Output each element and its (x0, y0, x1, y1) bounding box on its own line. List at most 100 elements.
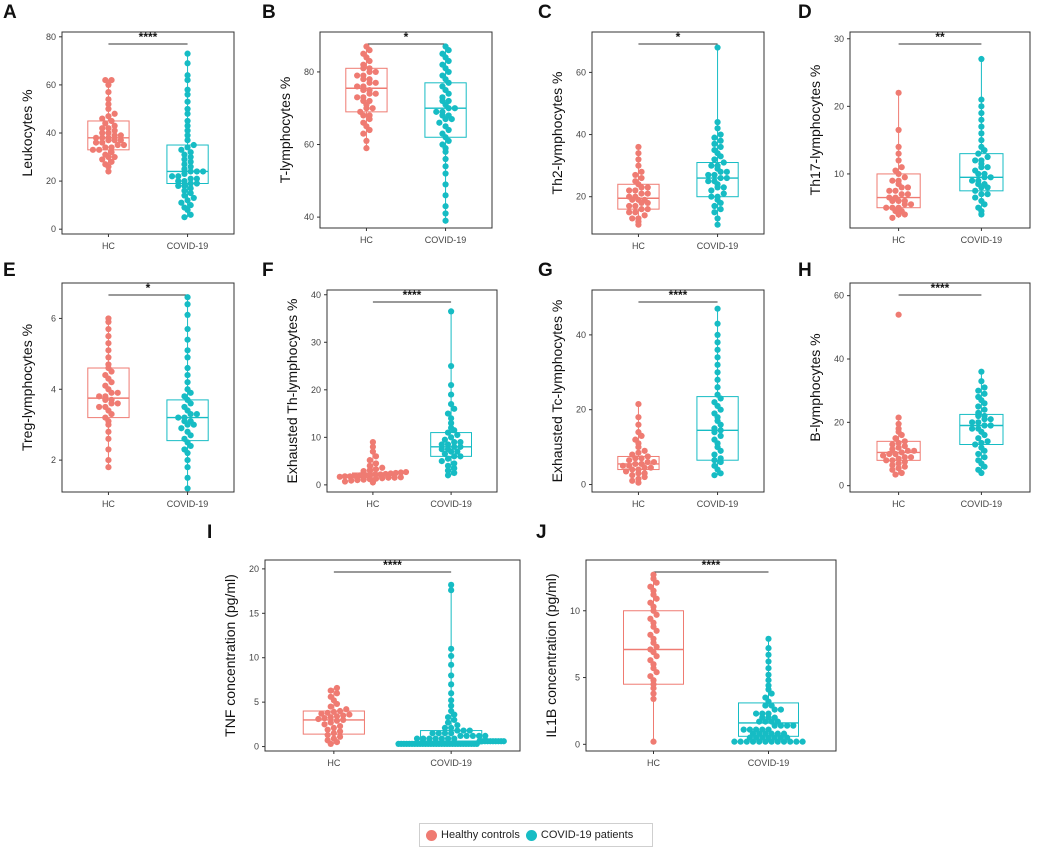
data-point-a-1 (175, 177, 182, 185)
data-point-a-1 (181, 170, 188, 177)
data-point-b-1 (445, 68, 452, 76)
data-point-c-0 (641, 212, 648, 219)
data-point-h-0 (886, 450, 893, 458)
plot-frame-d (849, 31, 1031, 229)
data-point-f-1 (444, 441, 452, 448)
data-point-g-1 (714, 354, 721, 361)
data-point-j-1 (737, 738, 744, 745)
data-point-f-1 (451, 427, 458, 434)
significance-label-f: **** (403, 288, 422, 302)
data-point-i-1 (448, 645, 455, 652)
data-point-j-0 (653, 653, 660, 660)
data-point-b-0 (360, 76, 367, 83)
data-point-f-1 (448, 381, 455, 389)
panel-label-c: C (538, 2, 552, 23)
data-point-h-0 (895, 420, 902, 428)
data-point-f-0 (372, 460, 380, 467)
data-point-d-1 (978, 96, 985, 103)
data-point-a-1 (193, 175, 200, 182)
data-point-a-1 (175, 182, 182, 190)
data-point-g-1 (714, 346, 721, 353)
data-point-d-1 (969, 177, 976, 184)
data-point-a-1 (184, 72, 191, 79)
panel-label-f: F (262, 260, 274, 281)
data-point-g-0 (638, 432, 645, 439)
data-point-f-1 (444, 472, 452, 479)
data-point-h-1 (981, 384, 988, 391)
x-tick-label-j: COVID-19 (748, 758, 790, 768)
data-point-c-1 (720, 190, 727, 197)
data-point-b-1 (442, 148, 449, 155)
data-point-i-0 (324, 726, 331, 733)
data-point-i-0 (327, 714, 334, 721)
data-point-i-0 (327, 703, 334, 710)
x-tick-label-a: HC (102, 241, 115, 251)
data-point-e-1 (187, 410, 194, 418)
data-point-i-1 (482, 732, 489, 739)
data-point-c-0 (629, 215, 636, 222)
data-point-h-1 (981, 406, 988, 413)
plot-frame-j (585, 559, 837, 752)
data-point-a-1 (187, 153, 194, 161)
box-f-1 (430, 432, 473, 457)
data-point-c-0 (644, 206, 651, 213)
legend: Healthy controls COVID-19 patients (419, 823, 653, 847)
data-point-h-0 (904, 447, 912, 454)
data-point-i-1 (460, 727, 467, 734)
data-point-e-1 (184, 485, 191, 492)
data-point-b-0 (366, 57, 373, 65)
data-point-i-1 (448, 587, 455, 594)
data-point-d-0 (889, 214, 896, 221)
data-point-j-1 (799, 738, 806, 745)
data-point-d-1 (978, 191, 985, 198)
y-tick-label-i: 5 (254, 697, 259, 707)
data-point-j-1 (743, 738, 750, 745)
data-point-c-1 (711, 171, 718, 179)
data-point-a-0 (96, 146, 103, 153)
data-point-j-1 (777, 706, 785, 713)
x-tick-label-d: COVID-19 (961, 235, 1003, 245)
data-point-j-1 (765, 658, 772, 665)
data-point-a-1 (178, 146, 185, 153)
data-point-d-0 (898, 184, 905, 191)
data-point-j-1 (740, 726, 747, 733)
data-point-f-1 (448, 434, 455, 441)
y-tick-label-h: 20 (834, 417, 844, 427)
data-point-b-0 (354, 94, 361, 101)
data-point-f-1 (448, 308, 455, 315)
x-tick-label-a: COVID-19 (167, 241, 209, 251)
data-point-d-1 (978, 103, 985, 110)
significance-label-i: **** (383, 558, 402, 572)
data-point-c-0 (629, 196, 636, 203)
data-point-h-1 (975, 387, 982, 394)
data-point-i-1 (441, 730, 449, 737)
data-point-b-0 (360, 86, 367, 94)
data-point-g-0 (635, 449, 642, 456)
significance-label-d: ** (935, 30, 945, 44)
data-point-i-1 (454, 722, 461, 729)
data-point-g-0 (641, 464, 648, 471)
panel-g: G 0 20 40 HC COVID-19 Exhausted Tc-lymphocytes… (538, 260, 765, 509)
data-point-a-0 (99, 125, 106, 132)
data-point-c-0 (635, 221, 642, 228)
y-tick-label-j: 10 (570, 606, 580, 616)
data-point-d-0 (901, 174, 908, 181)
data-point-e-0 (105, 354, 112, 361)
data-point-g-1 (717, 421, 724, 428)
data-point-e-0 (105, 446, 112, 453)
data-point-f-0 (372, 453, 380, 460)
data-point-c-0 (638, 199, 645, 207)
data-point-a-0 (92, 134, 100, 141)
data-point-g-1 (714, 376, 721, 383)
data-point-j-1 (756, 718, 763, 725)
y-tick-label-i: 20 (249, 564, 259, 574)
data-point-f-0 (397, 469, 405, 476)
data-point-j-0 (650, 738, 657, 745)
data-point-a-0 (111, 110, 118, 117)
data-point-a-0 (111, 137, 118, 144)
data-point-d-0 (907, 201, 915, 208)
data-point-a-0 (102, 144, 109, 151)
data-point-h-0 (892, 471, 899, 478)
data-point-e-1 (184, 372, 191, 379)
y-tick-label-c: 20 (576, 192, 586, 202)
